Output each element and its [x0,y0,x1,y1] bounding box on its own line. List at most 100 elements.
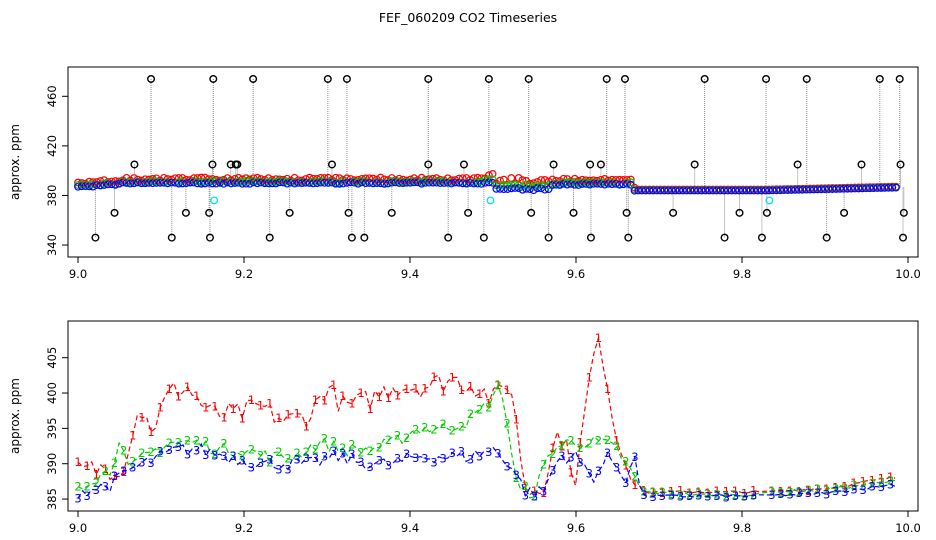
series3-point [328,178,336,187]
series1-label-mark: 1 [586,371,593,385]
series2-label-mark: 2 [111,456,118,470]
series3-point [813,185,822,194]
series3-point [634,186,643,195]
series1-label-mark: 1 [558,439,565,453]
series3-label-mark: 3 [878,480,885,494]
series3-point [649,186,658,195]
series3-label-mark: 3 [129,460,136,474]
series1-label-mark: 1 [686,486,693,500]
series1-label-mark: 1 [640,484,647,498]
panel1-frame [67,66,919,258]
series3-point [197,179,206,188]
chart-title: FEF_060209 CO2 Timeseries [379,10,557,25]
series2-label-mark: 2 [823,483,830,497]
series3-label-mark: 3 [348,447,355,461]
series3-point [260,179,269,188]
excursion-point-low [265,233,274,242]
series3-label-mark: 3 [211,448,218,462]
series3-label-mark: 3 [668,488,675,502]
series1-label-mark: 1 [531,484,538,498]
series3-label-mark: 3 [613,461,620,475]
series3-point [753,186,762,195]
series3-point [597,180,605,188]
series1-label-mark: 1 [339,389,346,403]
series3-point [735,186,743,195]
series3-point [742,186,751,195]
series1-label-mark: 1 [74,455,81,469]
series1-label-mark: 1 [120,465,127,479]
series2-label-mark: 2 [275,445,282,459]
excursion-point-midhigh [793,160,802,169]
series2-label-mark: 2 [230,449,237,463]
panel2-ytick-label: 385 [45,488,59,510]
series3-label-mark: 3 [604,446,611,460]
series3-label-mark: 3 [157,444,164,458]
series3-point [664,186,673,195]
series2-label-mark: 2 [321,432,328,446]
series3-point [641,186,650,195]
series3-point [750,186,758,195]
series3-point [727,186,736,195]
series2-label-mark: 2 [266,456,273,470]
series3-label-mark: 3 [357,455,364,469]
excursion-point-midlow [899,208,908,217]
panel1-xtick-label: 9.8 [733,267,751,281]
series3-point [81,182,90,191]
series3-point [802,185,811,194]
series3-point [567,179,575,188]
series1-label-mark: 1 [595,331,602,345]
series2-label-mark: 2 [175,435,182,449]
series3-point [645,186,654,195]
series3-label-mark: 3 [266,452,273,466]
series1-point [540,175,549,184]
series2-label-mark: 2 [421,420,428,434]
series2-label-mark: 2 [193,433,200,447]
series1-label-mark: 1 [257,399,264,413]
series2-label-mark: 2 [796,485,803,499]
series3-label-mark: 3 [768,488,775,502]
series3-label-mark: 3 [887,478,894,492]
series2-label-mark: 2 [668,487,675,501]
series3-point [428,178,437,187]
series3-point [791,185,800,194]
series3-label-mark: 3 [695,489,702,503]
series1-label-mark: 1 [275,411,282,425]
series2-label-mark: 2 [93,476,100,490]
series3-point [720,186,729,195]
series2-label-mark: 2 [768,485,775,499]
series3-label-mark: 3 [458,445,465,459]
excursion-point-low [624,233,633,242]
excursion-point-high [875,74,884,83]
series3-point [193,179,202,188]
series2-label-mark: 2 [147,445,154,459]
series3-label-mark: 3 [239,453,246,467]
series2-label-mark: 2 [202,434,209,448]
series3-label-mark: 3 [850,483,857,497]
series3-point [869,184,878,193]
series3-label-mark: 3 [522,489,529,503]
series1-label-mark: 1 [312,393,319,407]
series3-label-mark: 3 [74,491,81,505]
excursion-point-midlow [110,208,119,217]
series2-label-mark: 2 [412,422,419,436]
series2-label-mark: 2 [503,417,510,431]
series2-label-mark: 2 [366,444,373,458]
series3-label-mark: 3 [111,469,118,483]
series1-label-mark: 1 [366,402,373,416]
panel1-ytick-label: 460 [45,85,59,107]
panel2-xtick-label: 9.8 [733,521,751,535]
series3-label-mark: 3 [376,454,383,468]
series2-label-mark: 2 [677,488,684,502]
series1-label-mark: 1 [695,485,702,499]
series3-label-mark: 3 [796,486,803,500]
series2-label-mark: 2 [622,454,629,468]
series3-point [660,186,669,195]
series2-label-mark: 2 [586,436,593,450]
series3-point [219,179,228,188]
excursion-point-high [524,74,533,83]
series3-label-mark: 3 [558,449,565,463]
series2-label-mark: 2 [83,479,90,493]
series3-point [503,185,512,193]
excursion-point-low [444,233,453,242]
